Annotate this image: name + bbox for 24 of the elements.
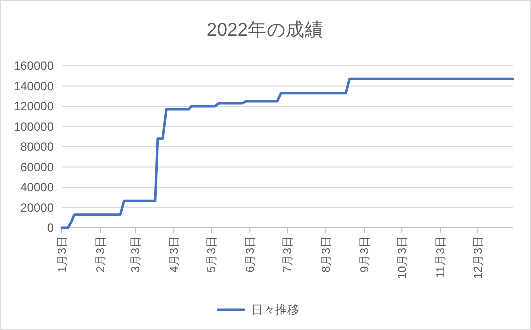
y-tick-label: 80000 bbox=[20, 140, 54, 154]
x-tick-label: 1月3日 bbox=[56, 236, 69, 273]
y-tick-label: 20000 bbox=[20, 200, 54, 215]
y-tick-label: 140000 bbox=[14, 79, 54, 94]
y-tick-label: 120000 bbox=[14, 100, 54, 114]
x-tick-label: 12月3日 bbox=[472, 236, 486, 280]
x-tick-label: 7月3日 bbox=[282, 236, 294, 273]
x-tick-label: 2月3日 bbox=[94, 236, 108, 273]
y-tick-label: 60000 bbox=[20, 160, 54, 174]
x-tick-label: 5月3日 bbox=[206, 236, 219, 273]
line-series bbox=[60, 78, 514, 230]
x-tick-label: 11月3日 bbox=[434, 236, 448, 278]
chart-title: 2022年の成績 bbox=[206, 19, 324, 40]
y-tick-label: 40000 bbox=[20, 180, 54, 194]
x-tick-label: 8月3日 bbox=[320, 236, 334, 273]
legend-label: 日々推移 bbox=[252, 303, 300, 317]
y-tick-label: 0 bbox=[47, 221, 54, 235]
y-tick-label: 100000 bbox=[14, 120, 54, 134]
x-tick-label: 10月3日 bbox=[396, 236, 410, 280]
x-tick-label: 9月3日 bbox=[358, 236, 372, 273]
y-tick-label: 160000 bbox=[14, 59, 54, 73]
x-tick-label: 4月3日 bbox=[168, 236, 182, 273]
x-tick-label: 3月3日 bbox=[130, 236, 143, 273]
x-tick-label: 6月3日 bbox=[244, 236, 258, 273]
